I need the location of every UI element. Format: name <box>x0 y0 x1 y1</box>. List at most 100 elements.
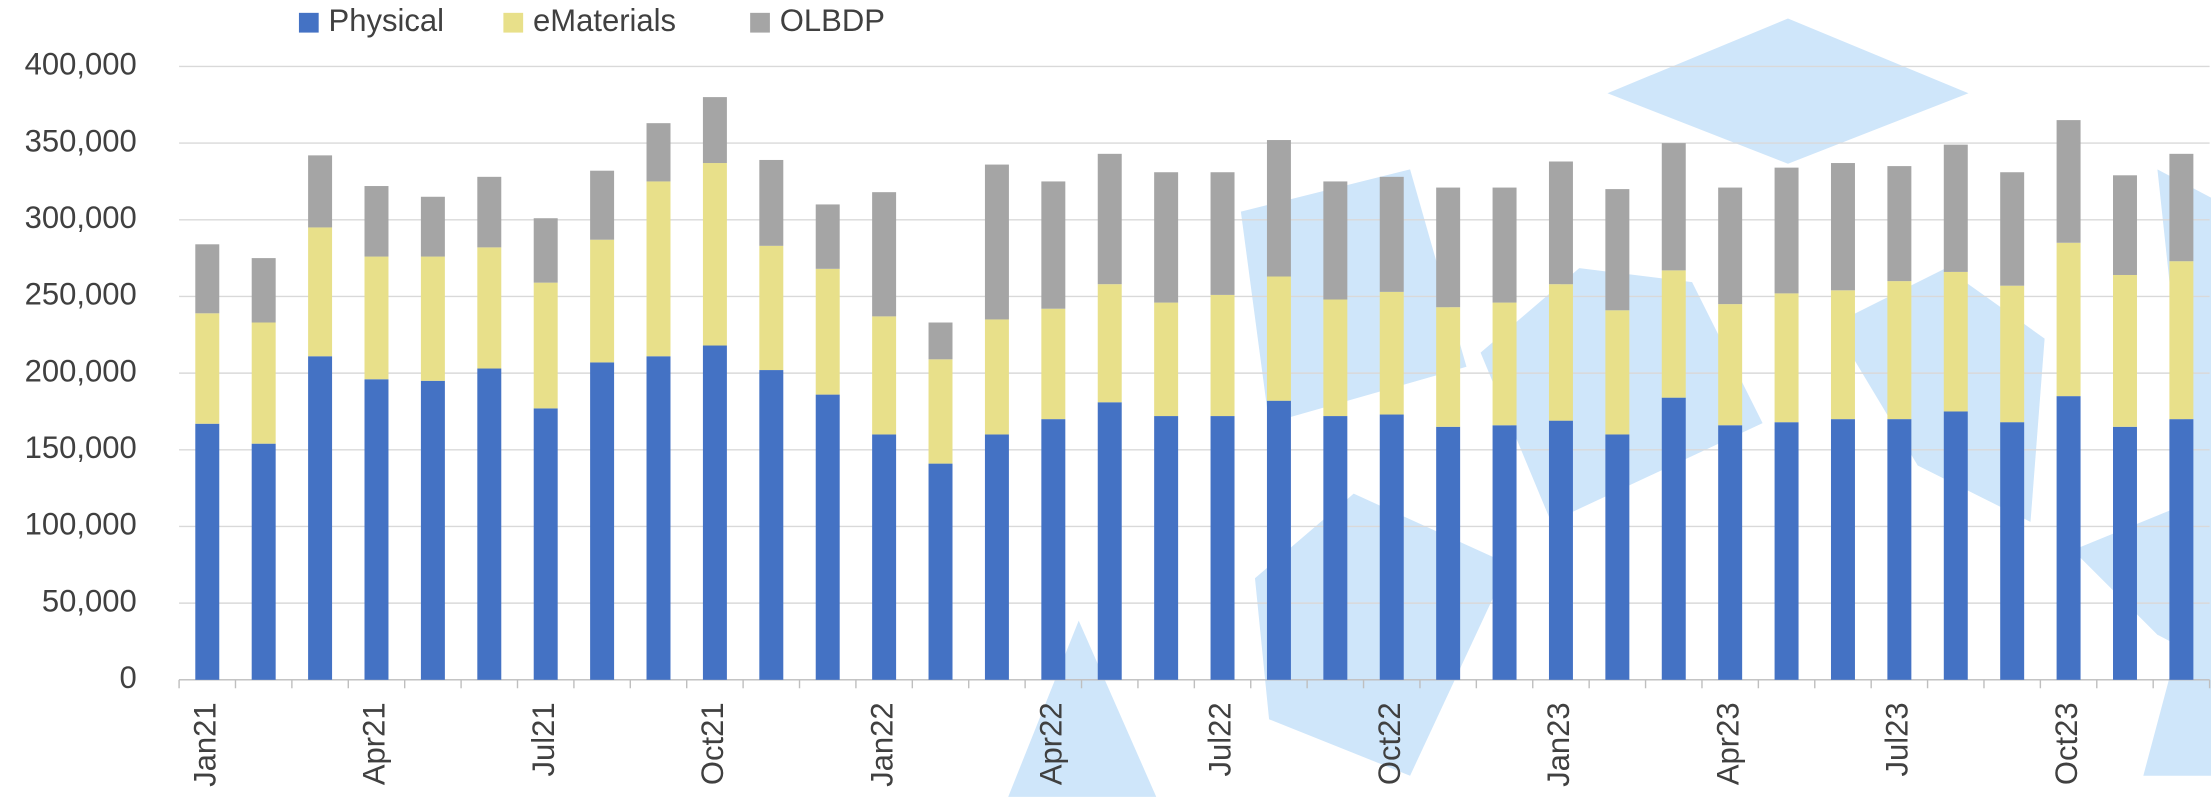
bar-segment <box>1041 309 1065 419</box>
bar-segment <box>985 165 1009 320</box>
bar-segment <box>1436 307 1460 427</box>
bar-segment <box>308 356 332 680</box>
bar-segment <box>2113 427 2137 680</box>
bar-segment <box>985 319 1009 434</box>
bar-segment <box>1436 188 1460 308</box>
bar-segment <box>1493 188 1517 303</box>
y-tick-label: 200,000 <box>25 353 137 388</box>
bar-segment <box>534 408 558 679</box>
x-tick-label: Apr23 <box>1710 702 1745 785</box>
bar-segment <box>1887 166 1911 281</box>
bar-segment <box>1887 281 1911 419</box>
legend-swatch <box>750 13 770 33</box>
bar-segment <box>1775 293 1799 422</box>
bar-segment <box>1944 411 1968 679</box>
bar-segment <box>1323 416 1347 680</box>
bar-segment <box>2169 261 2193 419</box>
bar-segment <box>1605 189 1629 310</box>
x-tick-label: Jan21 <box>187 702 222 787</box>
legend-label: eMaterials <box>533 3 676 38</box>
bar-segment <box>647 123 671 181</box>
x-tick-label: Oct23 <box>2049 702 2084 785</box>
legend-label: OLBDP <box>780 3 885 38</box>
y-tick-label: 350,000 <box>25 123 137 158</box>
bar-segment <box>1493 303 1517 426</box>
bar-segment <box>2057 243 2081 396</box>
y-tick-label: 100,000 <box>25 507 137 542</box>
bar-segment <box>1775 422 1799 680</box>
bar-segment <box>2113 175 2137 275</box>
bar-segment <box>590 362 614 679</box>
bar-segment <box>2169 419 2193 680</box>
x-tick-label: Jul21 <box>526 702 561 776</box>
x-tick-label: Jan22 <box>864 702 899 787</box>
bar-segment <box>1718 425 1742 680</box>
bar-segment <box>1436 427 1460 680</box>
bar-segment <box>1041 181 1065 308</box>
bar-segment <box>421 257 445 381</box>
bar-segment <box>929 359 953 463</box>
bar-segment <box>703 97 727 163</box>
bar-segment <box>1549 421 1573 680</box>
bar-segment <box>195 424 219 680</box>
bar-segment <box>421 381 445 680</box>
legend-swatch <box>299 13 319 33</box>
bar-segment <box>759 370 783 680</box>
legend-swatch <box>503 13 523 33</box>
page: 050,000100,000150,000200,000250,000300,0… <box>0 0 2211 797</box>
bar-segment <box>1887 419 1911 680</box>
bar-segment <box>703 346 727 680</box>
bar-segment <box>1380 292 1404 415</box>
bar-segment <box>1493 425 1517 680</box>
x-tick-label: Apr22 <box>1034 702 1069 785</box>
bar-segment <box>1662 143 1686 270</box>
bar-segment <box>365 257 389 380</box>
y-tick-label: 0 <box>120 660 137 695</box>
bar-segment <box>2169 154 2193 261</box>
bar-segment <box>1211 295 1235 416</box>
bar-segment <box>252 258 276 322</box>
bar-segment <box>1831 163 1855 290</box>
bar-segment <box>1662 398 1686 680</box>
chart: 050,000100,000150,000200,000250,000300,0… <box>0 0 2211 797</box>
bar-segment <box>1380 177 1404 292</box>
bar-segment <box>1098 154 1122 284</box>
y-tick-label: 50,000 <box>42 583 137 618</box>
y-tick-label: 250,000 <box>25 277 137 312</box>
bar-segment <box>1831 419 1855 680</box>
bar-segment <box>1831 290 1855 419</box>
bar-segment <box>816 269 840 395</box>
bar-segment <box>1154 416 1178 680</box>
bar-segment <box>929 323 953 360</box>
bar-segment <box>2000 286 2024 422</box>
bar-segment <box>2057 396 2081 680</box>
bar-segment <box>1718 304 1742 425</box>
bar-segment <box>1323 300 1347 417</box>
bar-segment <box>1775 168 1799 294</box>
bar-segment <box>1380 415 1404 680</box>
bar-segment <box>365 186 389 257</box>
bar-segment <box>985 434 1009 679</box>
bar-segment <box>1662 270 1686 397</box>
x-tick-label: Jul23 <box>1880 702 1915 776</box>
bar-segment <box>2000 172 2024 285</box>
bar-segment <box>308 227 332 356</box>
bar-segment <box>816 395 840 680</box>
bar-segment <box>703 163 727 345</box>
bar-segment <box>872 434 896 679</box>
bar-segment <box>308 155 332 227</box>
bar-segment <box>759 160 783 246</box>
bar-segment <box>1041 419 1065 680</box>
bar-segment <box>929 464 953 680</box>
bar-segment <box>759 246 783 370</box>
bar-segment <box>1211 416 1235 680</box>
x-tick-label: Jan23 <box>1541 702 1576 787</box>
y-tick-label: 400,000 <box>25 47 137 82</box>
bar-segment <box>647 181 671 356</box>
legend-label: Physical <box>329 3 445 38</box>
bar-segment <box>477 247 501 368</box>
bar-segment <box>1549 162 1573 285</box>
bar-segment <box>252 323 276 444</box>
x-tick-label: Oct21 <box>695 702 730 785</box>
bar-segment <box>1098 284 1122 402</box>
